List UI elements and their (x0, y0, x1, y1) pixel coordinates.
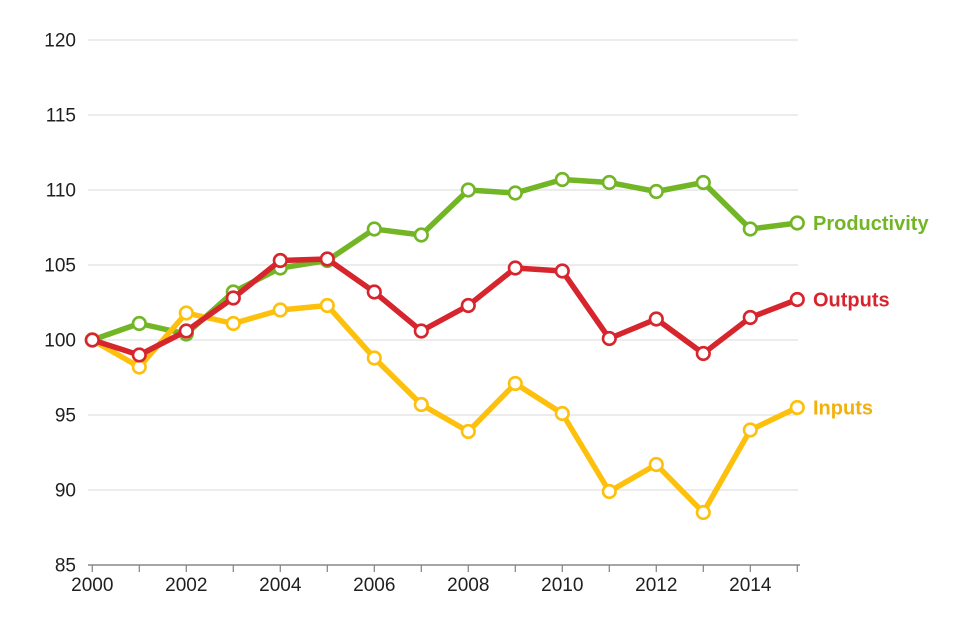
x-tick-label: 2010 (541, 575, 583, 596)
y-tick-label: 85 (55, 556, 76, 577)
data-point-marker-inputs (554, 405, 570, 422)
data-point-marker-inputs (319, 297, 335, 314)
series-label-outputs: Outputs (813, 290, 890, 312)
data-point-marker-inputs (742, 422, 758, 438)
data-point-marker-productivity (601, 174, 617, 191)
y-tick-label: 100 (44, 331, 76, 352)
data-point-marker-outputs (225, 290, 241, 306)
series-line-inputs (89, 302, 801, 516)
data-point-marker-productivity (554, 171, 570, 188)
data-point-marker-outputs (742, 309, 758, 326)
y-tick-label: 120 (44, 31, 76, 52)
data-point-marker-inputs (695, 504, 711, 521)
data-point-marker-outputs (131, 347, 147, 363)
y-tick-label: 95 (55, 406, 76, 427)
data-point-marker-outputs (178, 323, 194, 339)
data-point-marker-productivity (742, 221, 758, 237)
data-point-marker-outputs (366, 284, 382, 300)
x-tick-label: 2002 (165, 575, 207, 596)
data-point-marker-productivity (789, 215, 805, 231)
data-point-marker-inputs (413, 396, 429, 413)
data-point-marker-inputs (460, 423, 476, 440)
data-point-marker-outputs (413, 323, 429, 339)
x-tick-label: 2014 (729, 575, 772, 596)
data-point-marker-outputs (319, 251, 335, 267)
data-point-marker-outputs (695, 345, 711, 362)
data-point-marker-inputs (601, 483, 617, 500)
data-point-marker-inputs (507, 375, 523, 392)
data-point-marker-productivity (648, 183, 664, 200)
data-point-marker-productivity (507, 185, 523, 201)
data-point-marker-inputs (272, 302, 288, 318)
data-point-marker-inputs (648, 456, 664, 473)
y-tick-label: 115 (46, 106, 76, 127)
data-point-marker-inputs (178, 305, 194, 321)
x-tick-label: 2004 (259, 575, 302, 596)
data-point-marker-outputs (507, 260, 523, 276)
series-label-inputs: Inputs (813, 398, 873, 420)
data-point-marker-outputs (789, 291, 805, 308)
data-point-marker-outputs (648, 311, 664, 327)
series-label-productivity: Productivity (813, 213, 929, 235)
data-point-marker-productivity (695, 174, 711, 191)
x-tick-label: 2012 (635, 575, 677, 596)
x-tick-label: 2008 (447, 575, 489, 596)
data-point-marker-outputs (460, 297, 476, 314)
data-point-marker-productivity (131, 315, 147, 332)
series-line-outputs (89, 256, 801, 358)
x-tick-label: 2000 (71, 575, 113, 596)
y-tick-label: 110 (46, 181, 76, 202)
data-point-marker-inputs (366, 350, 382, 366)
data-point-marker-productivity (413, 227, 429, 243)
data-point-marker-outputs (601, 330, 617, 347)
data-point-marker-outputs (272, 252, 288, 269)
y-tick-label: 105 (44, 256, 76, 277)
data-point-marker-inputs (225, 315, 241, 332)
x-tick-label: 2006 (353, 575, 395, 596)
data-point-marker-outputs (84, 332, 100, 348)
data-point-marker-productivity (460, 182, 476, 198)
data-point-marker-outputs (554, 263, 570, 279)
data-point-marker-inputs (789, 399, 805, 416)
data-point-marker-productivity (366, 221, 382, 237)
y-tick-label: 90 (55, 481, 76, 502)
